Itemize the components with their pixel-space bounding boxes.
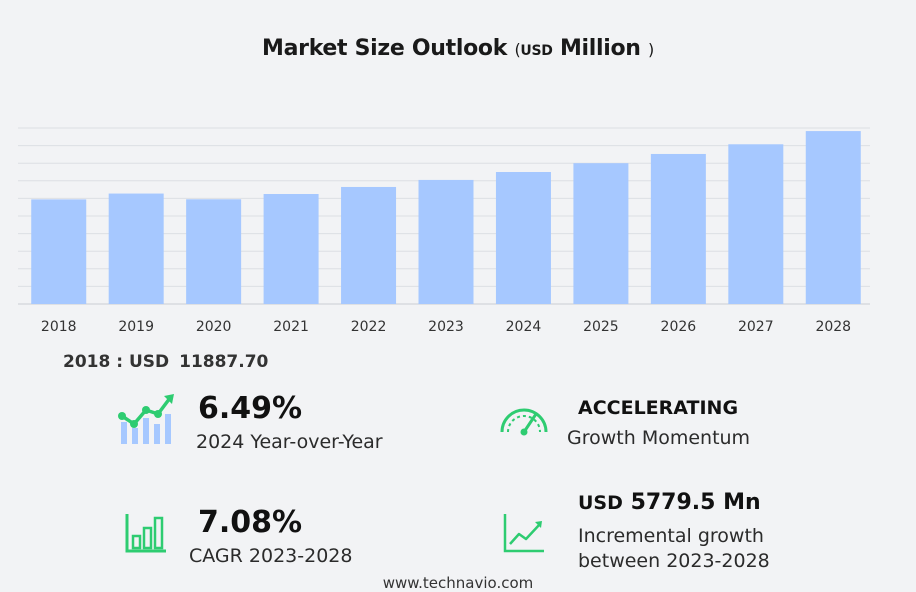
base-year-label: 2018 : USD bbox=[63, 352, 170, 372]
base-year-amount: 11887.70 bbox=[179, 352, 269, 372]
bar-chart-icon bbox=[125, 514, 166, 553]
x-tick-label-2025: 2025 bbox=[583, 319, 619, 335]
x-tick-label-2019: 2019 bbox=[118, 319, 154, 335]
x-tick-label-2027: 2027 bbox=[738, 319, 774, 335]
incremental-unit: USD bbox=[578, 492, 623, 514]
x-tick-label-2028: 2028 bbox=[815, 319, 851, 335]
title-main: Market Size Outlook bbox=[262, 36, 508, 61]
chart-x-ticks: 2018 2019 2020 2021 2022 2023 2024 2025 2026 2027… bbox=[41, 319, 851, 335]
title-paren-open: ( bbox=[514, 40, 521, 59]
bar-2028 bbox=[805, 131, 861, 304]
bar-2021 bbox=[263, 194, 319, 304]
bar-2026 bbox=[650, 153, 706, 304]
incremental-value: USD 5779.5 Mn bbox=[578, 490, 761, 515]
bar-2019 bbox=[108, 193, 164, 304]
bar-2022 bbox=[341, 186, 397, 304]
x-tick-label-2020: 2020 bbox=[196, 319, 232, 335]
title-unit-word: Million bbox=[559, 36, 641, 61]
yoy-label: 2024 Year-over-Year bbox=[196, 431, 383, 453]
bar-2023 bbox=[418, 179, 474, 304]
footer-url: www.technavio.com bbox=[382, 574, 534, 592]
x-tick-label-2024: 2024 bbox=[506, 319, 542, 335]
incremental-amount: 5779.5 Mn bbox=[630, 490, 761, 515]
cagr-value: 7.08% bbox=[198, 505, 303, 540]
speedometer-icon bbox=[500, 408, 548, 436]
incremental-label-1: Incremental growth bbox=[578, 525, 764, 547]
bar-2024 bbox=[495, 172, 551, 304]
cagr-label: CAGR 2023-2028 bbox=[189, 545, 353, 567]
chart-bars bbox=[31, 131, 861, 304]
incremental-label-2: between 2023-2028 bbox=[578, 550, 770, 572]
momentum-value: ACCELERATING bbox=[578, 397, 739, 419]
x-tick-label-2026: 2026 bbox=[661, 319, 697, 335]
x-tick-label-2021: 2021 bbox=[273, 319, 309, 335]
line-chart-icon bbox=[503, 514, 544, 553]
bar-2018 bbox=[31, 199, 87, 304]
x-tick-label-2018: 2018 bbox=[41, 319, 77, 335]
base-year-value: 2018 : USD 11887.70 bbox=[63, 352, 268, 372]
bar-2027 bbox=[728, 144, 784, 304]
bar-chart: 2018 2019 2020 2021 2022 2023 2024 2025 2026 2027… bbox=[18, 127, 870, 335]
yoy-value: 6.49% bbox=[198, 391, 303, 426]
title-unit-small: USD bbox=[520, 43, 553, 59]
x-tick-label-2023: 2023 bbox=[428, 319, 464, 335]
growth-chart-icon bbox=[118, 394, 174, 444]
x-tick-label-2022: 2022 bbox=[351, 319, 387, 335]
bar-2020 bbox=[186, 199, 242, 304]
chart-title: Market Size Outlook (USD Million ) bbox=[0, 36, 916, 61]
title-paren-close: ) bbox=[648, 40, 654, 59]
momentum-label: Growth Momentum bbox=[567, 427, 751, 449]
bar-2025 bbox=[573, 163, 629, 304]
